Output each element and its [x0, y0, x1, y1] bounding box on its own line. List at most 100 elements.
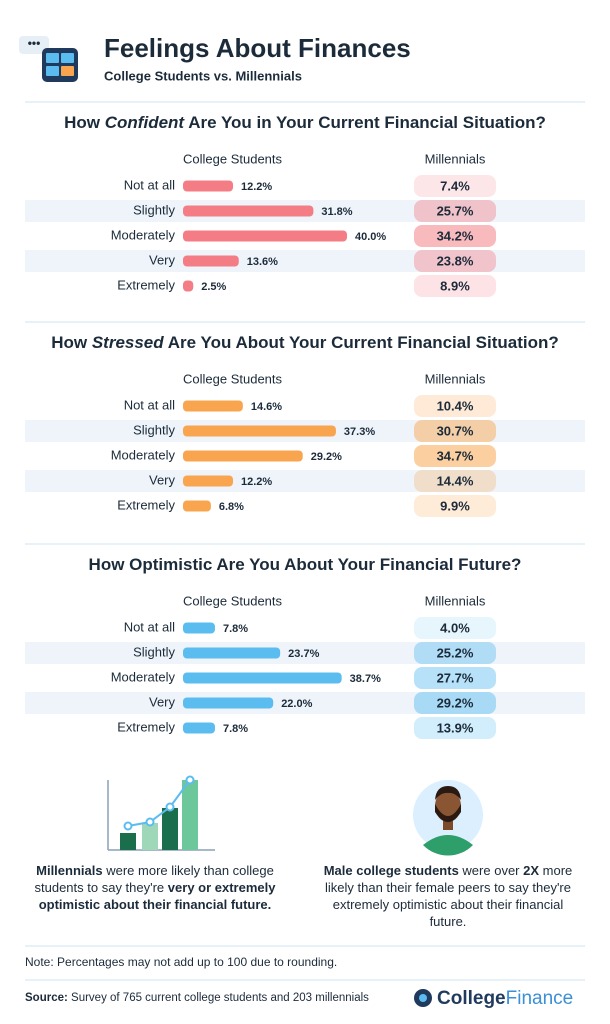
pill	[414, 175, 496, 197]
row-band	[25, 642, 585, 664]
value-label: 25.2%	[437, 645, 474, 660]
logo-text: College	[437, 988, 506, 1009]
bar	[183, 450, 303, 462]
legend-label: Millennials	[425, 593, 486, 608]
category-label: Slightly	[133, 202, 175, 217]
bar	[183, 255, 239, 267]
value-label: 13.6%	[247, 256, 278, 268]
category-label: Not at all	[124, 397, 175, 412]
logo: CollegeFinance	[414, 988, 573, 1009]
value-label: 30.7%	[437, 423, 474, 438]
value-label: 34.2%	[437, 228, 474, 243]
category-label: Very	[149, 694, 176, 709]
legend-label: College Students	[183, 151, 283, 166]
chart-title-part: How	[51, 333, 88, 352]
value-label: 4.0%	[440, 620, 470, 635]
finding-text: 2X	[523, 863, 540, 878]
bar	[183, 697, 274, 709]
legend-label: Millennials	[425, 371, 486, 386]
chart-title-part: Stressed	[92, 333, 164, 352]
value-label: 23.7%	[288, 648, 319, 660]
chart-title: How Stressed Are You About Your Current …	[51, 333, 559, 352]
row-band	[25, 692, 585, 714]
row-band	[25, 250, 585, 272]
chart-title-part: Confident	[105, 113, 186, 132]
value-label: 34.7%	[437, 448, 474, 463]
legend-label: College Students	[183, 371, 283, 386]
value-label: 14.6%	[251, 401, 282, 413]
svg-text:CollegeFinance: CollegeFinance	[437, 988, 573, 1009]
row-band	[25, 470, 585, 492]
bar	[183, 425, 336, 437]
finding: Millennials were more likely than colleg…	[30, 862, 280, 913]
pill	[414, 692, 496, 714]
pill	[414, 395, 496, 417]
pill	[414, 642, 496, 664]
bar	[183, 647, 281, 659]
bar	[183, 622, 215, 634]
value-label: 8.9%	[440, 278, 470, 293]
finding-text: more likely than their female peers to s…	[325, 863, 573, 929]
category-label: Not at all	[124, 177, 175, 192]
value-label: 7.4%	[440, 178, 470, 193]
finding: Male college students were over 2X more …	[323, 862, 573, 930]
value-label: 31.8%	[321, 206, 352, 218]
value-label: 6.8%	[219, 501, 244, 513]
svg-text:•••: •••	[28, 36, 41, 50]
note: Note: Percentages may not add up to 100 …	[25, 955, 337, 969]
bar	[183, 205, 314, 217]
logo-text: Finance	[506, 988, 574, 1009]
value-label: 29.2%	[311, 451, 342, 463]
value-label: 22.0%	[281, 698, 312, 710]
value-label: 14.4%	[437, 473, 474, 488]
value-label: 25.7%	[437, 203, 474, 218]
value-label: 40.0%	[355, 231, 386, 243]
growth-illustration	[107, 775, 215, 851]
value-label: 38.7%	[350, 673, 381, 685]
pill	[414, 470, 496, 492]
category-label: Moderately	[111, 669, 176, 684]
header-icon: •••	[19, 36, 78, 82]
chart-title-part: How Optimistic Are You About Your Financ…	[89, 555, 522, 574]
pill	[414, 420, 496, 442]
category-label: Extremely	[117, 497, 175, 512]
avatar-illustration	[413, 780, 483, 856]
category-label: Extremely	[117, 277, 175, 292]
finding-text: were more likely than college students t…	[34, 863, 274, 895]
page-title: Feelings About Finances	[104, 33, 411, 63]
bar	[183, 722, 215, 734]
value-label: 9.9%	[440, 498, 470, 513]
legend-label: Millennials	[425, 151, 486, 166]
value-label: 27.7%	[437, 670, 474, 685]
pill	[414, 717, 496, 739]
value-label: 7.8%	[223, 723, 248, 735]
value-label: 12.2%	[241, 181, 272, 193]
category-label: Extremely	[117, 719, 175, 734]
finding-text: Millennials	[36, 863, 103, 878]
bar	[183, 400, 243, 412]
category-label: Slightly	[133, 422, 175, 437]
value-label: 23.8%	[437, 253, 474, 268]
source: Source: Survey of 765 current college st…	[25, 992, 369, 1004]
chart-title-part: Are You in Your Current Financial Situat…	[188, 113, 546, 132]
pill	[414, 445, 496, 467]
pill	[414, 225, 496, 247]
category-label: Moderately	[111, 227, 176, 242]
value-label: 2.5%	[201, 281, 226, 293]
value-label: 7.8%	[223, 623, 248, 635]
value-label: 13.9%	[437, 720, 474, 735]
chart-title: How Optimistic Are You About Your Financ…	[89, 555, 522, 574]
pill	[414, 495, 496, 517]
value-label: 29.2%	[437, 695, 474, 710]
finding-text: were over	[462, 863, 520, 878]
bar	[183, 475, 234, 487]
finding-text: Male college students	[323, 863, 459, 878]
category-label: Moderately	[111, 447, 176, 462]
pill	[414, 200, 496, 222]
bar	[183, 180, 234, 192]
chart-title-part: How	[64, 113, 101, 132]
category-label: Slightly	[133, 644, 175, 659]
chart-title: How Confident Are You in Your Current Fi…	[64, 113, 546, 132]
bar	[183, 500, 211, 512]
